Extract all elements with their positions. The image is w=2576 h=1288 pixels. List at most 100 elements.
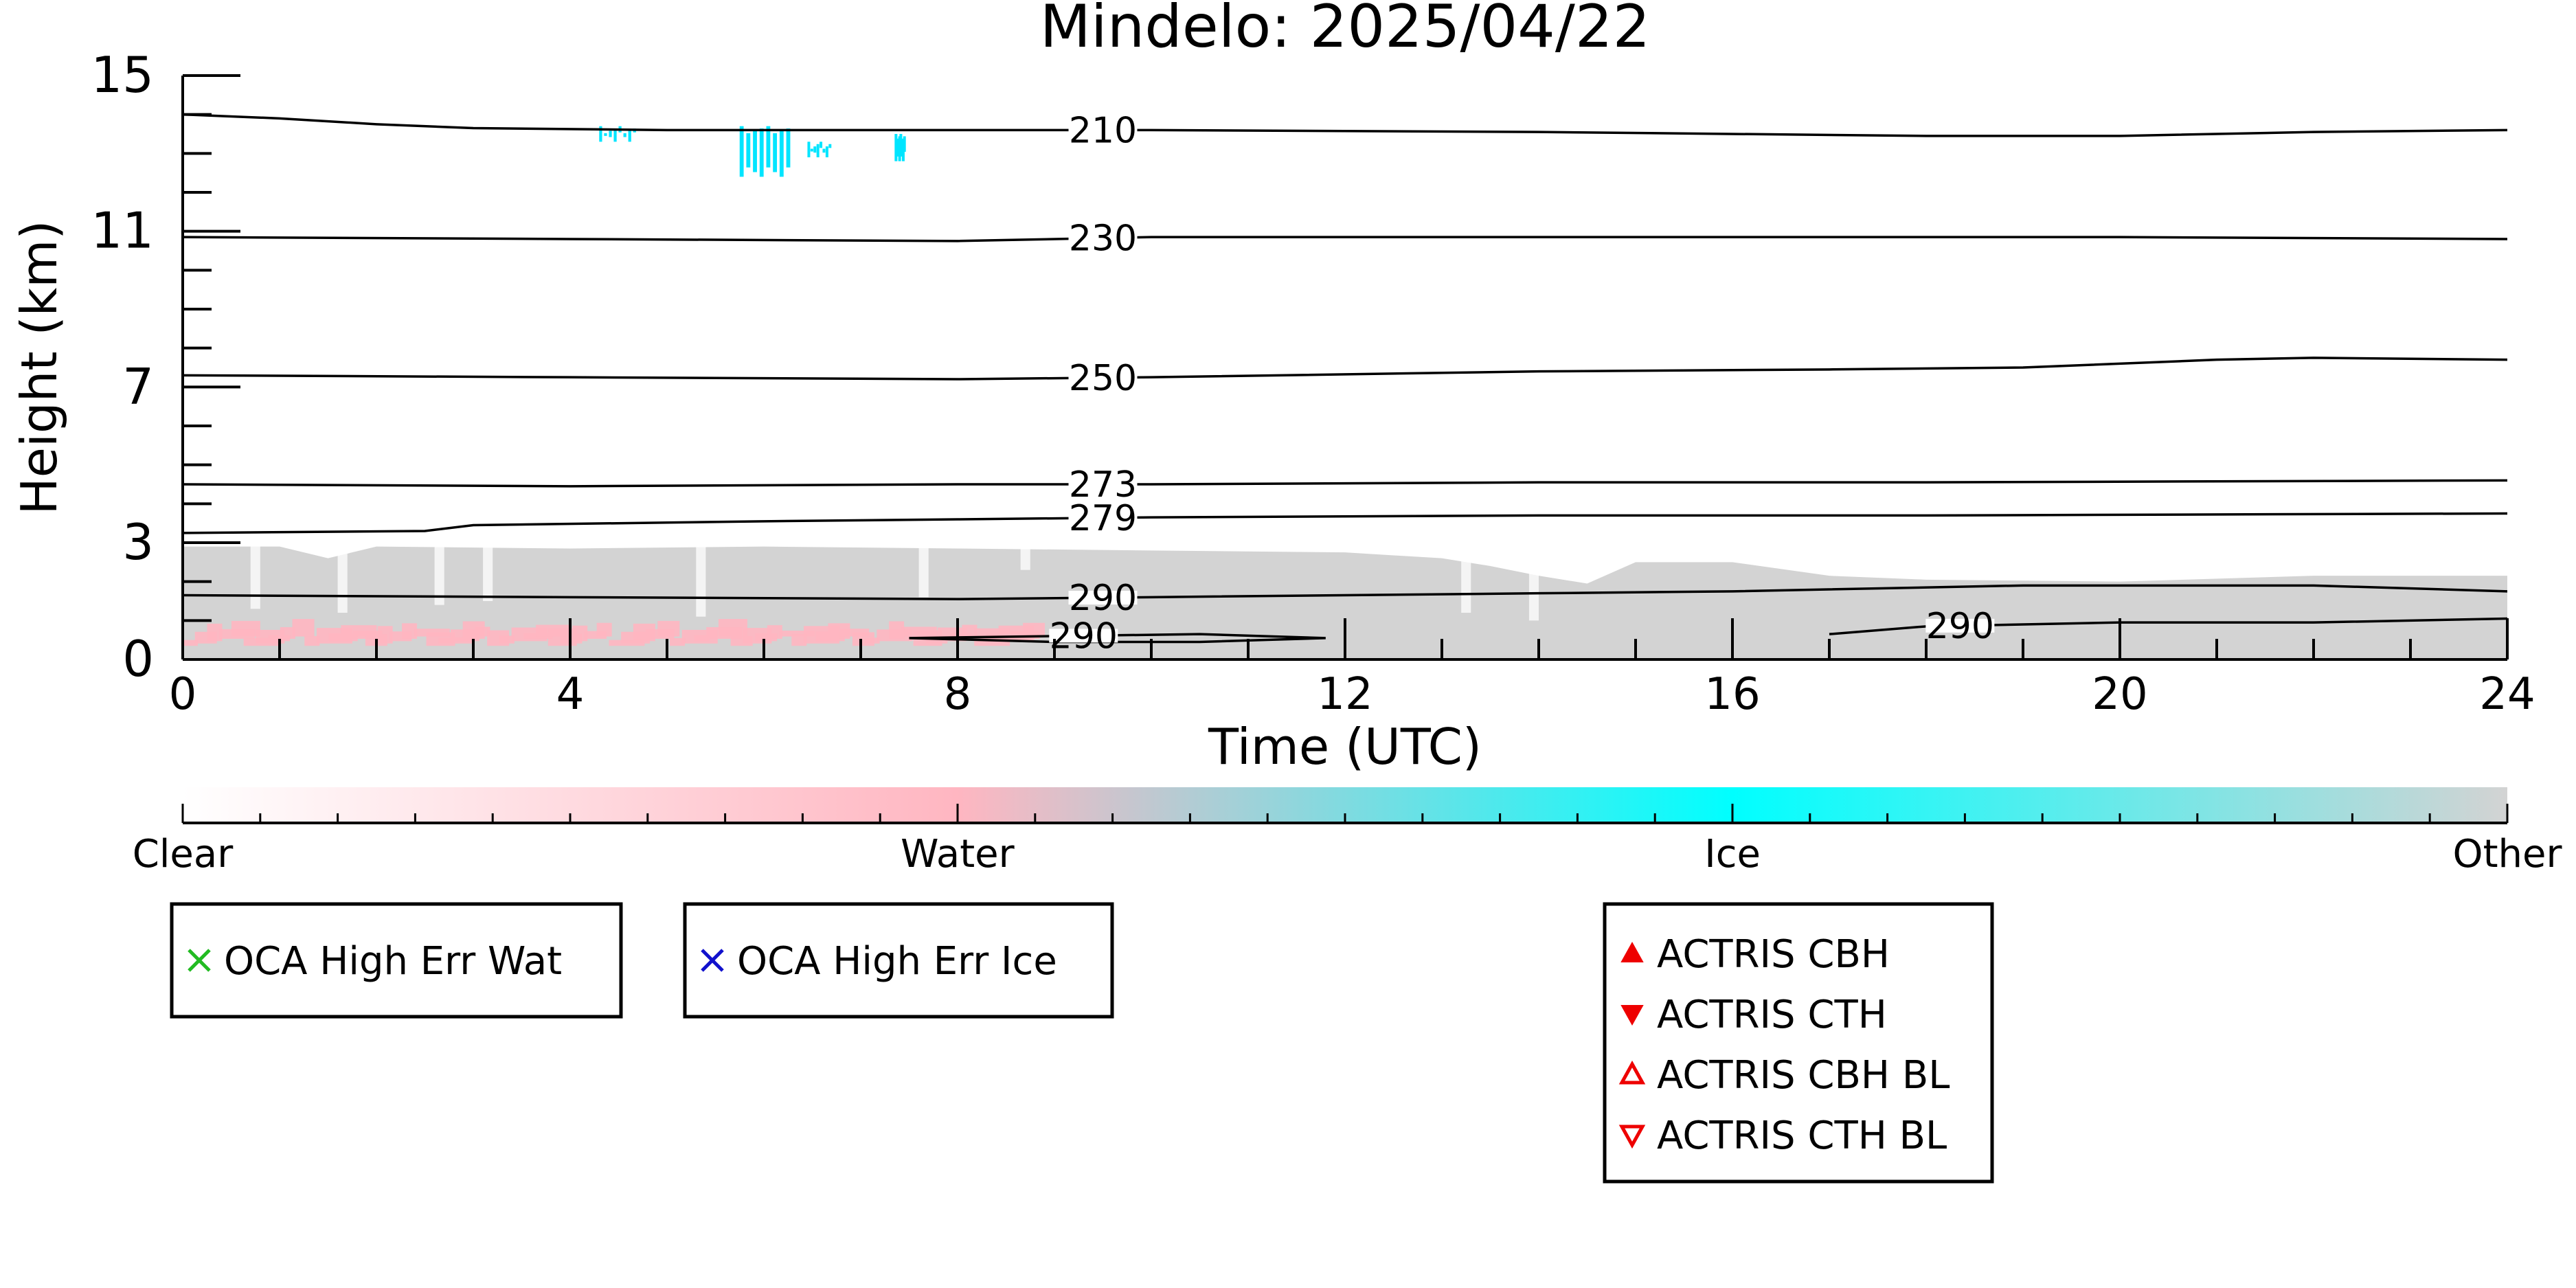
other-region-gap [1461, 539, 1471, 613]
triangle-up-icon [1618, 1060, 1646, 1085]
contour-label: 279 [1069, 498, 1137, 539]
contour-line [183, 512, 2507, 534]
ice-cell [810, 148, 813, 152]
other-region-gap [434, 539, 444, 605]
ice-cell [628, 131, 631, 142]
contour-label-knockout [1925, 618, 1995, 633]
water-cell [670, 637, 686, 646]
water-cell [414, 629, 450, 637]
legend-frame [1603, 902, 1994, 1184]
other-region-gap [250, 539, 260, 609]
y-tick-label: 11 [91, 202, 154, 260]
ice-cell [786, 128, 791, 168]
contour-line [183, 584, 2507, 600]
water-cell [889, 621, 905, 639]
water-cell [743, 628, 772, 644]
ice-category-region [599, 126, 906, 177]
x-tick-label: 16 [1704, 669, 1760, 720]
water-cell [998, 625, 1035, 642]
contour-label: 273 [1069, 464, 1137, 506]
ice-cell [828, 144, 832, 148]
contour-label: 290 [1069, 578, 1137, 619]
ice-cell [604, 133, 607, 136]
legends: OCA High Err Wat OCA High Err Ice ACTRIS C… [170, 902, 1994, 1184]
triangle-down-icon [1618, 1125, 1646, 1149]
colorbar: Clear Water Ice Other [133, 787, 2563, 877]
colorbar-label: Ice [1704, 832, 1761, 877]
ice-cell [739, 126, 744, 177]
legend-x-marker [188, 949, 211, 972]
other-region-gap [1020, 539, 1030, 570]
y-tick-label: 15 [91, 46, 154, 104]
water-cell [438, 637, 475, 644]
water-cell [804, 626, 840, 644]
water-cell [609, 640, 645, 646]
other-region-gap [1528, 539, 1539, 621]
other-region-gap [696, 539, 706, 617]
water-cell [219, 629, 256, 639]
colorbar-ticks [181, 804, 2509, 823]
ice-cell [822, 148, 826, 153]
x-tick-label: 12 [1317, 669, 1372, 720]
water-cell [584, 631, 607, 639]
x-tick-label: 24 [2479, 669, 2535, 720]
water-cell [694, 635, 710, 642]
legend-box: OCA High Err Wat [170, 902, 623, 1019]
ice-cell [759, 128, 764, 177]
contour-label: 230 [1069, 218, 1137, 260]
plot-area [183, 113, 2507, 659]
x-tick-label: 8 [944, 669, 972, 720]
contour-label: 290 [1050, 615, 1118, 657]
contour-label-knockout [1068, 123, 1138, 137]
legend-box: ACTRIS CBH ACTRIS CTH ACTRIS CBH BL ACTRIS … [1603, 902, 1994, 1184]
colorbar-labels: Clear Water Ice Other [133, 832, 2563, 877]
y-tick-label: 7 [122, 357, 154, 415]
ice-cell [807, 142, 811, 157]
triangle-up-icon [1620, 941, 1644, 962]
contour-label-knockout [1068, 231, 1138, 245]
triangle-down-icon [1620, 1005, 1644, 1026]
legend-label: ACTRIS CTH BL [1657, 1114, 1947, 1158]
water-category-region [183, 619, 1046, 646]
ice-cell [609, 131, 612, 137]
contour-label-knockout [1068, 477, 1138, 491]
contour-label-knockout [1068, 591, 1138, 605]
water-cell [389, 631, 412, 642]
contour-label-knockout [1068, 510, 1138, 525]
contour-line [183, 357, 2507, 381]
ice-cell [613, 128, 617, 142]
legend-frame [683, 902, 1114, 1019]
y-tick-label: 0 [122, 630, 154, 688]
contour-line [183, 236, 2507, 242]
ice-cell [599, 126, 602, 142]
other-region-gap [918, 539, 929, 598]
x-tick-label: 20 [2092, 669, 2147, 720]
water-cell [243, 637, 280, 646]
ice-cell [746, 133, 751, 168]
y-tick-label: 3 [122, 513, 154, 571]
colorbar-label: Clear [133, 832, 234, 877]
legend-frame [170, 902, 623, 1019]
x-tick-label: 4 [556, 669, 585, 720]
ice-cell [903, 136, 906, 152]
ice-cell [753, 131, 757, 172]
water-cell [986, 633, 1002, 644]
x-tick-label: 0 [169, 669, 197, 720]
contour-label: 210 [1069, 110, 1137, 151]
water-cell [645, 629, 675, 639]
ice-cell [779, 131, 784, 177]
ice-cell [623, 133, 626, 137]
water-cell [487, 630, 510, 646]
contour-label: 250 [1069, 358, 1137, 399]
water-cell [779, 631, 815, 637]
legend-x-marker [701, 949, 724, 972]
water-cell [536, 624, 572, 637]
contour-label: 290 [1926, 606, 1994, 647]
contour-line [183, 479, 2507, 488]
legend-box: OCA High Err Ice [683, 902, 1114, 1019]
other-region-gap [337, 539, 348, 613]
ice-cell [825, 146, 828, 157]
contour-label-knockout [1068, 370, 1138, 385]
